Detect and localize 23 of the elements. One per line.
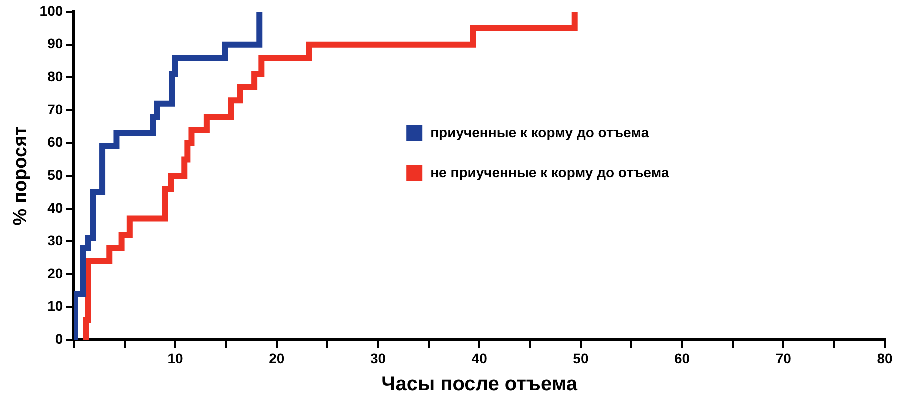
- x-tick-label: 50: [573, 350, 589, 366]
- x-tick-label: 20: [269, 350, 285, 366]
- y-axis-title: % поросят: [10, 126, 32, 226]
- x-tick-label: 80: [877, 350, 893, 366]
- x-tick-label: 10: [168, 350, 184, 366]
- x-tick-label: 70: [776, 350, 792, 366]
- y-tick-label: 0: [55, 331, 64, 348]
- legend-label: приученные к корму до отъема: [430, 124, 650, 140]
- y-tick-label: 80: [48, 68, 64, 84]
- y-tick-label: 70: [48, 101, 64, 118]
- legend-label: не приученные к корму до отъема: [430, 164, 670, 180]
- x-tick-label: 30: [370, 350, 386, 366]
- y-tick-label: 30: [48, 232, 64, 249]
- y-tick-label: 20: [48, 265, 64, 282]
- y-tick-label: 40: [48, 200, 64, 216]
- y-tick-label: 100: [40, 2, 64, 19]
- y-tick-label: 10: [48, 298, 64, 314]
- x-tick-label: 60: [674, 350, 690, 366]
- y-tick-label: 90: [48, 36, 64, 52]
- x-axis-title: Часы после отъема: [382, 374, 578, 396]
- y-tick-label: 50: [48, 166, 64, 183]
- x-tick-label: 40: [472, 350, 488, 366]
- y-tick-label: 60: [48, 134, 64, 150]
